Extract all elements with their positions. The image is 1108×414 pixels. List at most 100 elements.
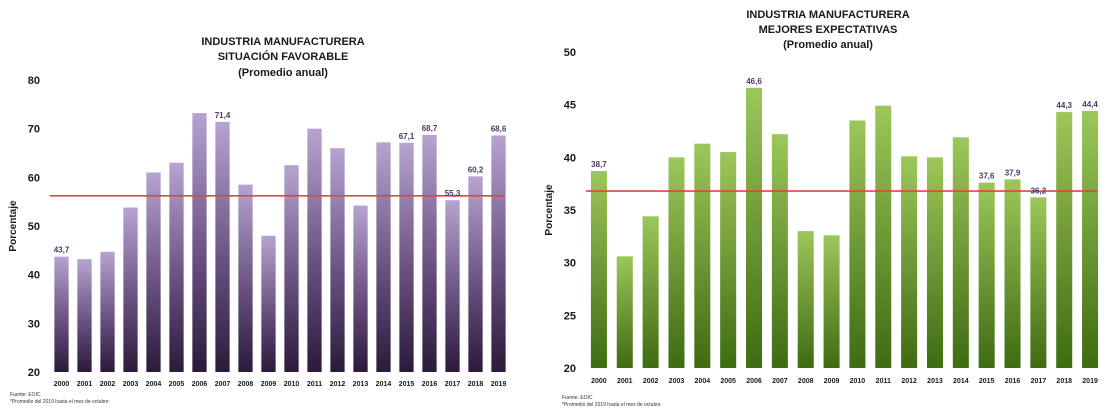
chart-title-line-3: (Promedio anual) xyxy=(238,67,328,79)
data-label: 55,3 xyxy=(445,189,461,198)
y-tick-label: 40 xyxy=(564,152,576,164)
x-tick-label: 2007 xyxy=(215,381,231,388)
bar-2019 xyxy=(1082,110,1099,368)
x-tick-label: 2018 xyxy=(1056,378,1072,385)
bar-2019 xyxy=(491,135,506,372)
x-tick-label: 2017 xyxy=(1031,378,1047,385)
y-axis-label: Porcentaje xyxy=(544,184,555,236)
x-tick-label: 2005 xyxy=(720,378,736,385)
x-tick-label: 2010 xyxy=(850,378,866,385)
chart-2: INDUSTRIA MANUFACTURERA MEJORES EXPECTATI… xyxy=(544,9,1098,408)
bar-2007 xyxy=(215,121,230,372)
bar-2006 xyxy=(192,113,207,373)
x-tick-label: 2015 xyxy=(979,378,995,385)
bar-2018 xyxy=(468,176,483,372)
x-tick-label: 2009 xyxy=(824,378,840,385)
x-tick-label: 2008 xyxy=(798,378,814,385)
bar-2003 xyxy=(668,157,685,368)
data-label: 71,4 xyxy=(215,111,231,120)
x-tick-label: 2007 xyxy=(772,378,788,385)
chart-1: INDUSTRIA MANUFACTURERA SITUACIÓN FAVORAB… xyxy=(8,36,507,405)
x-tick-label: 2002 xyxy=(643,378,659,385)
bar-2004 xyxy=(694,143,711,368)
bar-2001 xyxy=(616,256,633,368)
bar-2008 xyxy=(797,231,814,368)
footnote: *Promedio del 2019 hasta el mes de octub… xyxy=(10,399,109,405)
x-tick-label: 2001 xyxy=(77,381,93,388)
x-tick-label: 2004 xyxy=(695,378,711,385)
x-tick-label: 2000 xyxy=(591,378,607,385)
bar-2010 xyxy=(284,165,299,372)
bar-2003 xyxy=(123,207,138,372)
y-tick-label: 20 xyxy=(564,363,576,375)
y-tick-label: 45 xyxy=(564,100,576,112)
y-tick-label: 60 xyxy=(28,172,40,184)
chart-title-line-2: MEJORES EXPECTATIVAS xyxy=(759,24,898,36)
bar-2012 xyxy=(330,148,345,372)
bar-2011 xyxy=(875,105,892,368)
y-tick-label: 30 xyxy=(28,318,40,330)
bar-2011 xyxy=(307,128,322,372)
bar-2016 xyxy=(1004,179,1021,368)
x-tick-label: 2008 xyxy=(238,381,254,388)
bar-2004 xyxy=(146,172,161,372)
data-label: 46,6 xyxy=(746,77,762,86)
bar-2014 xyxy=(376,142,391,372)
x-tick-label: 2009 xyxy=(261,381,277,388)
bar-2012 xyxy=(901,156,918,368)
data-label: 38,7 xyxy=(591,160,607,169)
bar-2007 xyxy=(771,134,788,368)
bar-2000 xyxy=(590,171,607,368)
x-tick-label: 2014 xyxy=(953,378,969,385)
data-label: 60,2 xyxy=(468,165,484,174)
x-tick-label: 2010 xyxy=(284,381,300,388)
x-tick-label: 2017 xyxy=(445,381,461,388)
y-tick-label: 35 xyxy=(564,205,576,217)
x-tick-label: 2018 xyxy=(468,381,484,388)
bar-2013 xyxy=(353,205,368,372)
data-label: 44,3 xyxy=(1056,101,1072,110)
x-tick-label: 2004 xyxy=(146,381,162,388)
footnote: *Promedio del 2019 hasta el mes de octub… xyxy=(562,402,661,408)
y-tick-label: 70 xyxy=(28,124,40,136)
x-tick-label: 2014 xyxy=(376,381,392,388)
bar-2015 xyxy=(978,182,995,368)
chart-title-line-1: INDUSTRIA MANUFACTURERA xyxy=(746,9,909,21)
bar-2013 xyxy=(926,157,943,368)
x-tick-label: 2016 xyxy=(422,381,438,388)
data-label: 37,9 xyxy=(1005,168,1021,177)
x-tick-label: 2011 xyxy=(876,378,891,385)
y-tick-label: 40 xyxy=(28,270,40,282)
chart-title-line-2: SITUACIÓN FAVORABLE xyxy=(218,50,349,63)
data-label: 44,4 xyxy=(1082,100,1098,109)
x-tick-label: 2002 xyxy=(100,381,116,388)
bar-2000 xyxy=(54,256,69,372)
bar-2016 xyxy=(422,134,437,372)
bar-2010 xyxy=(849,120,866,368)
x-tick-label: 2011 xyxy=(307,381,322,388)
y-tick-label: 20 xyxy=(28,367,40,379)
bar-2002 xyxy=(100,251,115,372)
y-axis-label: Porcentaje xyxy=(8,200,19,252)
x-tick-label: 2001 xyxy=(617,378,633,385)
data-label: 36,2 xyxy=(1031,186,1047,195)
bar-2018 xyxy=(1056,112,1073,368)
x-tick-label: 2019 xyxy=(1082,378,1098,385)
bar-2015 xyxy=(399,142,414,372)
x-tick-label: 2003 xyxy=(123,381,139,388)
x-tick-label: 2016 xyxy=(1005,378,1021,385)
data-label: 68,7 xyxy=(422,124,438,133)
footnote: Fuente: EOIC xyxy=(562,395,593,401)
bar-2006 xyxy=(746,87,763,369)
chart-title-line-1: INDUSTRIA MANUFACTURERA xyxy=(201,36,364,48)
data-label: 67,1 xyxy=(399,132,415,141)
footnote: Fuente: EOIC xyxy=(10,392,41,398)
y-tick-label: 25 xyxy=(564,310,576,322)
x-tick-label: 2012 xyxy=(901,378,917,385)
x-tick-label: 2013 xyxy=(927,378,943,385)
y-tick-label: 50 xyxy=(564,47,576,59)
x-tick-label: 2012 xyxy=(330,381,346,388)
bar-2014 xyxy=(952,137,969,368)
bar-2017 xyxy=(445,200,460,372)
y-tick-label: 30 xyxy=(564,258,576,270)
